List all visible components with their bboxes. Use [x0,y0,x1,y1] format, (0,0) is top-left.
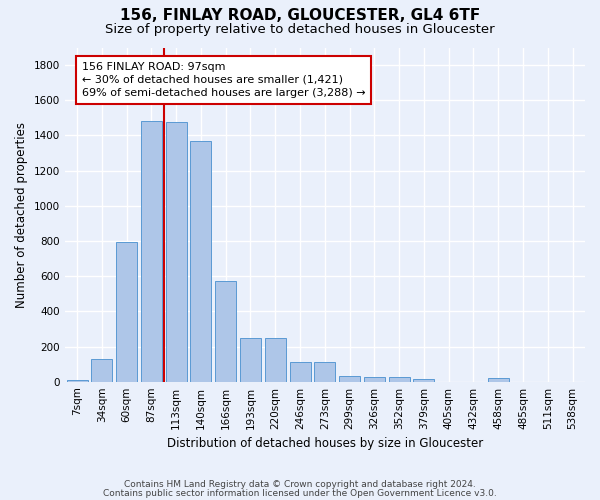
X-axis label: Distribution of detached houses by size in Gloucester: Distribution of detached houses by size … [167,437,483,450]
Bar [91,359,112,382]
Bar [166,122,187,382]
Bar [215,282,236,382]
Text: Contains public sector information licensed under the Open Government Licence v3: Contains public sector information licen… [103,488,497,498]
Text: Contains HM Land Registry data © Crown copyright and database right 2024.: Contains HM Land Registry data © Crown c… [124,480,476,489]
Bar [67,380,88,382]
Text: 156 FINLAY ROAD: 97sqm
← 30% of detached houses are smaller (1,421)
69% of semi-: 156 FINLAY ROAD: 97sqm ← 30% of detached… [82,62,365,98]
Bar [488,378,509,382]
Bar [339,376,360,382]
Bar [364,377,385,382]
Bar [389,377,410,382]
Bar [413,378,434,382]
Y-axis label: Number of detached properties: Number of detached properties [15,122,28,308]
Text: 156, FINLAY ROAD, GLOUCESTER, GL4 6TF: 156, FINLAY ROAD, GLOUCESTER, GL4 6TF [120,8,480,22]
Bar [240,338,261,382]
Bar [116,242,137,382]
Bar [265,338,286,382]
Text: Size of property relative to detached houses in Gloucester: Size of property relative to detached ho… [105,22,495,36]
Bar [190,140,211,382]
Bar [141,122,162,382]
Bar [314,362,335,382]
Bar [290,362,311,382]
